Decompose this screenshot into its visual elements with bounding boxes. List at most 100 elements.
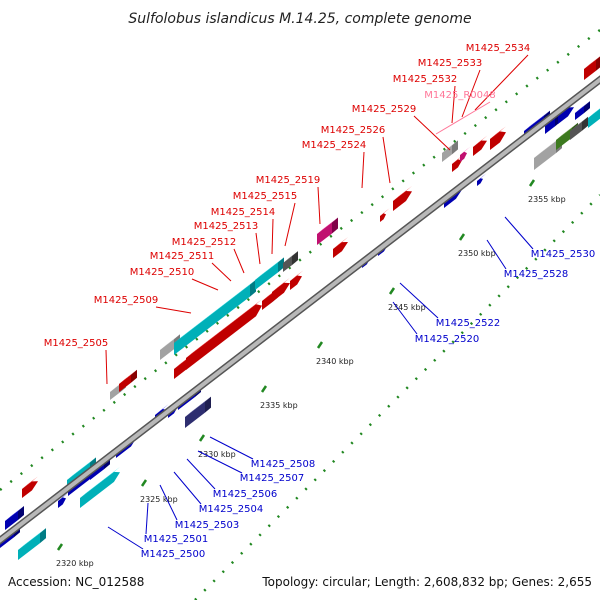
gene-feature <box>272 277 290 302</box>
gene-label: M1425_2505 <box>44 338 109 349</box>
gene-front-face <box>58 497 66 508</box>
gene-front-face <box>174 284 250 355</box>
scale-tick-label: 2330 kbp <box>198 450 236 459</box>
gene-side-face <box>596 56 600 71</box>
scale-tick-label: 2345 kbp <box>388 303 426 312</box>
gene-front-face <box>290 275 302 290</box>
gene-top-face <box>283 251 298 263</box>
gene-side-face <box>452 140 458 155</box>
gene-feature <box>255 257 284 290</box>
gene-front-face <box>460 151 467 162</box>
gene-side-face <box>40 528 46 544</box>
label-leader-line <box>435 101 491 135</box>
gene-label: M1425_2504 <box>199 504 264 515</box>
gene-top-face <box>490 126 506 139</box>
axis-highlight <box>0 77 600 543</box>
gene-label: M1425_2501 <box>144 534 209 545</box>
gene-top-face <box>290 270 304 281</box>
gene-side-face <box>205 396 211 413</box>
gene-front-face <box>119 374 131 392</box>
label-leader-line <box>191 278 219 291</box>
gene-front-face <box>575 106 584 120</box>
label-leaders <box>105 54 534 550</box>
gene-front-face <box>333 241 348 258</box>
gene-label: M1425_2512 <box>172 237 237 248</box>
gene-front-face <box>174 359 186 379</box>
label-leader-line <box>209 436 254 460</box>
scale-tick <box>316 341 324 349</box>
gene-side-face <box>250 279 256 297</box>
gene-feature <box>460 146 471 162</box>
scale-tick <box>198 434 206 442</box>
label-leader-line <box>486 239 507 270</box>
gene-top-face <box>18 528 46 550</box>
gene-label: M1425_2524 <box>302 140 367 151</box>
gene-front-face <box>473 140 487 156</box>
gene-side-face <box>292 251 298 266</box>
gene-feature <box>185 396 211 428</box>
lower-track-guide <box>194 194 600 600</box>
gene-label: M1425_2528 <box>504 269 569 280</box>
gene-front-face <box>490 131 506 150</box>
gene-top-face <box>460 146 471 155</box>
gene-top-face <box>80 466 120 498</box>
gene-label: M1425_R0048 <box>424 90 495 101</box>
gene-top-face <box>477 173 487 181</box>
gene-front-face <box>556 127 572 150</box>
label-leader-line <box>399 282 439 319</box>
gene-label: M1425_2520 <box>415 334 480 345</box>
label-leader-line <box>317 186 321 225</box>
label-leader-line <box>155 306 192 314</box>
gene-side-face <box>582 116 588 131</box>
gene-front-face <box>477 178 483 186</box>
figure-title: Sulfolobus islandicus M.14.25, complete … <box>128 11 471 27</box>
label-leader-line <box>392 301 418 335</box>
gene-feature <box>119 369 137 392</box>
gene-front-face <box>570 121 582 140</box>
gene-label: M1425_2509 <box>94 295 159 306</box>
gene-label: M1425_2534 <box>466 43 531 54</box>
gene-feature <box>442 140 458 162</box>
label-leader-line <box>173 471 202 505</box>
gene-front-face <box>393 191 412 211</box>
scale-tick <box>528 179 536 187</box>
gene-top-face <box>393 186 412 201</box>
gene-feature <box>588 108 600 128</box>
gene-front-face <box>558 107 574 124</box>
scale-ticks: 2320 kbp 2325 kbp 2330 kbp 2335 kbp 2340 kbp… <box>56 179 566 568</box>
scale-tick <box>56 543 64 551</box>
label-leader-line <box>474 54 529 111</box>
label-leader-line <box>159 484 178 521</box>
scale-tick <box>458 233 466 241</box>
scale-tick-label: 2350 kbp <box>458 249 496 258</box>
label-leader-line <box>211 262 232 282</box>
gene-label: M1425_2503 <box>175 520 240 531</box>
gene-label: M1425_2526 <box>321 125 386 136</box>
gene-top-face <box>255 257 284 280</box>
gene-label: M1425_2533 <box>418 58 483 69</box>
label-leader-line <box>197 450 243 474</box>
scale-tick-label: 2340 kbp <box>316 357 354 366</box>
gene-label: M1425_2507 <box>240 473 305 484</box>
gene-feature <box>317 217 338 245</box>
gene-side-face <box>18 506 24 521</box>
gene-feature <box>490 126 506 150</box>
gene-front-face <box>283 256 292 272</box>
gene-labels: M1425_2534 M1425_2533 M1425_2532 M1425_R004… <box>44 43 596 560</box>
gene-top-face <box>575 101 590 113</box>
gene-feature <box>5 506 24 530</box>
gene-top-face <box>119 369 137 384</box>
gene-label: M1425_2530 <box>531 249 596 260</box>
genome-axis <box>0 75 600 545</box>
topology-text: Topology: circular; Length: 2,608,832 bp… <box>261 575 592 589</box>
gene-label: M1425_2522 <box>436 318 501 329</box>
gene-front-face <box>80 471 120 508</box>
gene-top-face <box>186 299 262 358</box>
gene-top-face <box>185 396 211 417</box>
gene-label: M1425_2532 <box>393 74 458 85</box>
label-leader-line <box>451 85 456 124</box>
label-leader-line <box>255 232 261 265</box>
gene-top-face <box>272 277 290 292</box>
gene-top-face <box>160 334 180 350</box>
gene-label: M1425_2508 <box>251 459 316 470</box>
